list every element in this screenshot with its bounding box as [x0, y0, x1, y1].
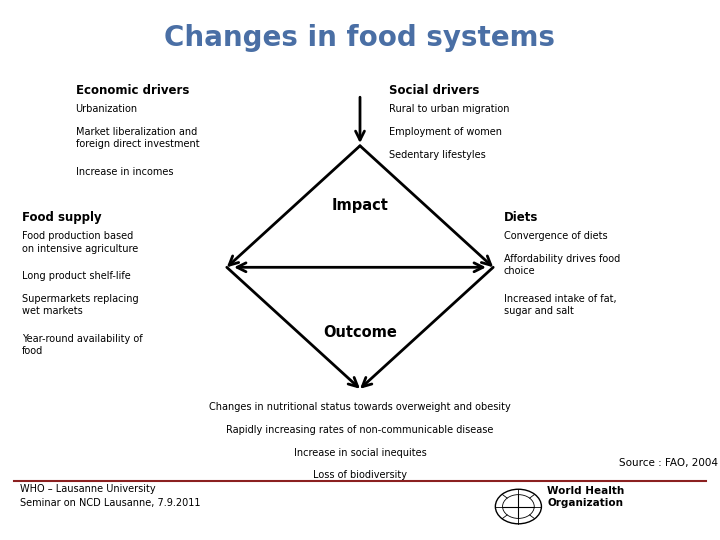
Text: Economic drivers: Economic drivers	[76, 84, 189, 97]
Text: Long product shelf-life: Long product shelf-life	[22, 271, 130, 281]
Text: Supermarkets replacing
wet markets: Supermarkets replacing wet markets	[22, 294, 138, 316]
Text: Rural to urban migration: Rural to urban migration	[389, 104, 509, 114]
Text: Social drivers: Social drivers	[389, 84, 480, 97]
Text: Market liberalization and
foreign direct investment: Market liberalization and foreign direct…	[76, 127, 199, 149]
Text: Increased intake of fat,
sugar and salt: Increased intake of fat, sugar and salt	[504, 294, 616, 316]
Text: Changes in nutritional status towards overweight and obesity: Changes in nutritional status towards ov…	[209, 402, 511, 413]
Text: Food supply: Food supply	[22, 211, 102, 224]
Text: Year-round availability of
food: Year-round availability of food	[22, 334, 143, 356]
Text: Food production based
on intensive agriculture: Food production based on intensive agric…	[22, 231, 138, 253]
Text: Source : FAO, 2004: Source : FAO, 2004	[619, 458, 719, 468]
Text: Changes in food systems: Changes in food systems	[164, 24, 556, 52]
Text: Convergence of diets: Convergence of diets	[504, 231, 608, 241]
Text: WHO – Lausanne University
Seminar on NCD Lausanne, 7.9.2011: WHO – Lausanne University Seminar on NCD…	[20, 484, 201, 508]
Text: Increase in social inequites: Increase in social inequites	[294, 448, 426, 458]
Text: Urbanization: Urbanization	[76, 104, 138, 114]
Text: Rapidly increasing rates of non-communicable disease: Rapidly increasing rates of non-communic…	[226, 425, 494, 435]
Text: Increase in incomes: Increase in incomes	[76, 167, 173, 177]
Text: Affordability drives food
choice: Affordability drives food choice	[504, 254, 620, 276]
Text: Employment of women: Employment of women	[389, 127, 502, 137]
Text: Diets: Diets	[504, 211, 539, 224]
Text: Outcome: Outcome	[323, 325, 397, 340]
Text: Loss of biodiversity: Loss of biodiversity	[313, 470, 407, 481]
Text: Sedentary lifestyles: Sedentary lifestyles	[389, 150, 485, 160]
Text: Impact: Impact	[332, 198, 388, 213]
Text: World Health
Organization: World Health Organization	[547, 485, 624, 508]
